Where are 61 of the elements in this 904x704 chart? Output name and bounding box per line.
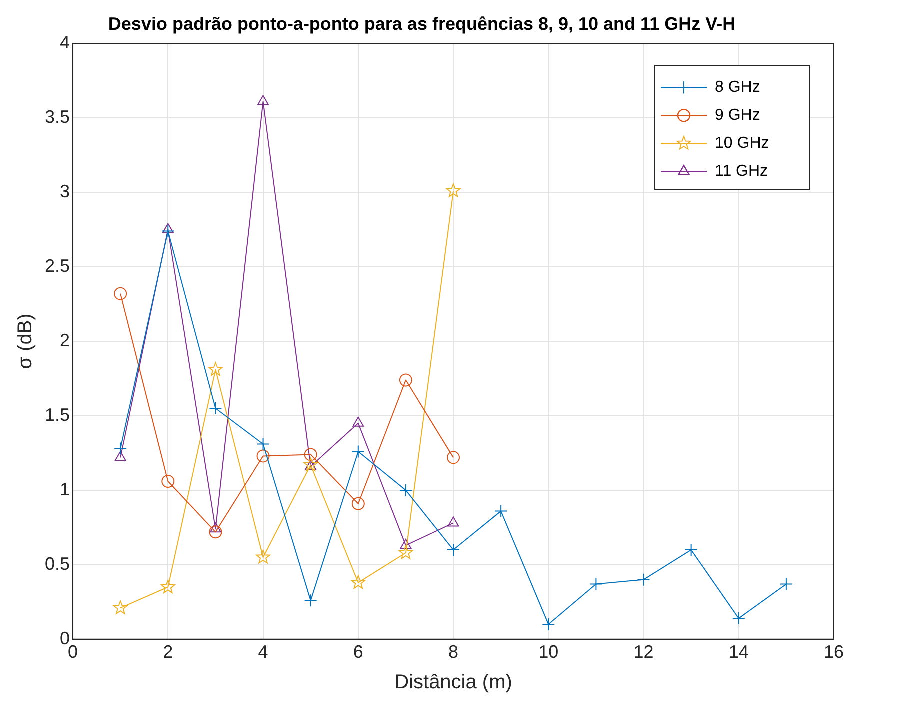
point <box>256 438 270 451</box>
point <box>114 442 128 456</box>
point <box>447 451 460 464</box>
point <box>351 575 366 589</box>
point <box>448 516 460 527</box>
y-tick-label: 1 <box>60 479 70 500</box>
point <box>256 450 270 463</box>
legend-label: 8 GHz <box>715 79 760 96</box>
point <box>399 374 412 387</box>
point <box>209 402 222 416</box>
point <box>304 594 318 608</box>
point <box>162 223 174 234</box>
point <box>494 504 508 518</box>
x-tick-label: 10 <box>538 642 559 662</box>
x-tick-label: 2 <box>163 642 174 662</box>
point <box>542 618 556 632</box>
y-tick-label: 3 <box>60 182 70 202</box>
point <box>637 573 650 586</box>
point <box>114 451 126 462</box>
x-axis-title: Distância (m) <box>394 672 512 694</box>
point <box>780 578 793 591</box>
x-tick-label: 6 <box>353 642 364 662</box>
point <box>400 539 412 550</box>
x-tick-label: 8 <box>448 642 459 662</box>
point <box>352 416 364 427</box>
point <box>352 445 365 458</box>
x-tick-label: 4 <box>258 642 268 662</box>
y-tick-label: 4 <box>60 32 70 53</box>
point <box>398 546 414 560</box>
y-axis-title: σ (dB) <box>14 314 37 370</box>
point <box>162 475 175 488</box>
point <box>684 544 698 557</box>
point <box>162 224 175 238</box>
point <box>113 600 128 614</box>
point <box>352 497 365 510</box>
point <box>732 612 746 626</box>
legend-label: 11 GHz <box>715 163 768 180</box>
point <box>209 526 222 539</box>
point <box>590 578 603 591</box>
point <box>447 544 460 557</box>
y-tick-label: 0 <box>60 628 70 648</box>
point <box>399 484 412 497</box>
legend-label: 10 GHz <box>715 135 770 152</box>
y-tick-label: 1.5 <box>44 404 70 425</box>
x-tick-label: 14 <box>728 642 749 662</box>
point <box>258 95 269 106</box>
legend-label: 9 GHz <box>715 107 760 124</box>
point <box>256 550 270 564</box>
point <box>208 362 223 376</box>
y-tick-label: 2.5 <box>44 256 70 276</box>
point <box>446 184 461 198</box>
y-tick-label: 3.5 <box>44 107 70 128</box>
point <box>304 448 318 462</box>
x-tick-label: 12 <box>634 642 654 662</box>
y-tick-label: 2 <box>60 330 70 350</box>
point <box>114 287 128 300</box>
y-tick-label: 0.5 <box>44 554 70 574</box>
point <box>160 580 176 594</box>
point <box>210 522 222 533</box>
chart-title: Desvio padrão ponto-a-ponto para as frequências 8, 9, 10 and 11 GHz V-H <box>108 14 736 34</box>
x-tick-label: 16 <box>824 642 844 662</box>
